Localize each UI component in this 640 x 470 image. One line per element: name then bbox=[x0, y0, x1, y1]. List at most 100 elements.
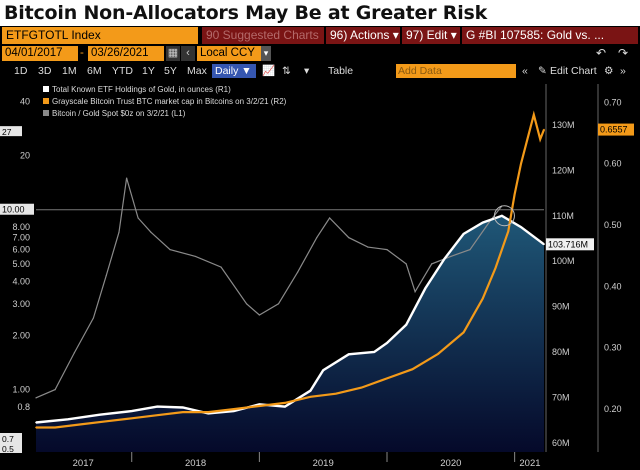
range-max[interactable]: Max bbox=[187, 65, 207, 77]
data-point-grayscale-btc bbox=[130, 417, 133, 420]
data-point-gold-holdings bbox=[520, 226, 522, 228]
data-point-btc-gold-ratio bbox=[297, 271, 299, 273]
data-point-grayscale-btc bbox=[156, 414, 159, 417]
data-point-btc-gold-ratio bbox=[431, 263, 433, 265]
left-axis-tick-label: 2.00 bbox=[12, 330, 30, 340]
left-axis-tick-label: 10.00 bbox=[2, 205, 25, 215]
data-point-gold-holdings bbox=[284, 405, 286, 408]
calendar-icon[interactable]: ▦ bbox=[166, 46, 180, 61]
add-data-input[interactable]: Add Data bbox=[396, 64, 516, 78]
data-point-grayscale-btc bbox=[526, 138, 529, 140]
data-point-btc-gold-ratio bbox=[450, 255, 452, 258]
range-1m[interactable]: 1M bbox=[62, 65, 77, 77]
data-point-gold-holdings bbox=[424, 287, 427, 290]
frequency-select[interactable]: Daily ▼ bbox=[212, 64, 256, 78]
prev-icon[interactable]: ‹ bbox=[181, 46, 195, 61]
data-point-btc-gold-ratio bbox=[246, 303, 248, 305]
left-axis-tick-label: 27 bbox=[2, 127, 12, 137]
gold-area-fill bbox=[36, 215, 544, 452]
data-point-grayscale-btc bbox=[520, 162, 522, 165]
inner-right-axis-tick-label: 90M bbox=[552, 302, 570, 312]
data-point-btc-gold-ratio bbox=[137, 217, 139, 219]
bloomberg-terminal: ETFGTOTL Index 90 Suggested Charts 96) A… bbox=[0, 26, 640, 470]
data-point-grayscale-btc bbox=[207, 411, 210, 413]
data-point-grayscale-btc bbox=[481, 297, 484, 300]
edit-menu[interactable]: 97) Edit ▾ bbox=[402, 27, 460, 44]
data-point-gold-holdings bbox=[386, 342, 388, 344]
date-separator: - bbox=[80, 47, 84, 59]
inner-right-axis-tick-label: 100M bbox=[552, 256, 575, 266]
suggested-charts-button[interactable]: 90 Suggested Charts bbox=[202, 27, 324, 44]
range-1y[interactable]: 1Y bbox=[142, 65, 155, 77]
data-point-btc-gold-ratio bbox=[73, 352, 75, 354]
data-point-grayscale-btc bbox=[411, 368, 414, 371]
line-chart-icon[interactable]: 📈 bbox=[262, 65, 276, 77]
outer-right-axis-tick-label: 0.30 bbox=[604, 343, 622, 353]
x-axis-tick-label: 2021 bbox=[519, 458, 540, 469]
edit-chart-button[interactable]: Edit Chart bbox=[550, 65, 597, 77]
data-point-btc-gold-ratio bbox=[118, 231, 120, 233]
gold-area bbox=[36, 215, 544, 452]
data-point-grayscale-btc bbox=[233, 408, 235, 410]
btc-last-value-box bbox=[598, 123, 634, 136]
chevron-down-icon[interactable]: ▾ bbox=[304, 65, 310, 77]
legend-label: Total Known ETF Holdings of Gold, in oun… bbox=[52, 85, 231, 94]
data-point-grayscale-btc bbox=[54, 426, 56, 429]
collapse-icon[interactable]: » bbox=[620, 65, 626, 77]
data-point-grayscale-btc bbox=[513, 193, 516, 196]
range-6m[interactable]: 6M bbox=[87, 65, 102, 77]
data-point-gold-holdings bbox=[322, 369, 324, 372]
data-point-btc-gold-ratio bbox=[348, 236, 350, 239]
left-axis-tick-label: 0.5 bbox=[2, 444, 14, 454]
data-point-grayscale-btc bbox=[494, 267, 497, 269]
axes: 40 20 10.00 8.007.00 6.00 5.00 4.00 3.00 2.00 1.0… bbox=[0, 84, 634, 469]
start-date-input[interactable]: 04/01/2017 bbox=[2, 46, 78, 61]
range-1d[interactable]: 1D bbox=[14, 65, 28, 77]
inner-right-axis-tick-label: 130M bbox=[552, 120, 575, 130]
ticker-field[interactable]: ETFGTOTL Index bbox=[2, 27, 198, 44]
left-axis-label-box bbox=[0, 203, 34, 215]
data-point-gold-holdings bbox=[443, 258, 446, 260]
data-point-grayscale-btc bbox=[507, 230, 510, 232]
data-point-grayscale-btc bbox=[105, 420, 108, 423]
data-point-btc-gold-ratio bbox=[488, 221, 490, 224]
data-point-grayscale-btc bbox=[386, 377, 388, 380]
data-point-btc-gold-ratio bbox=[35, 397, 37, 399]
data-point-grayscale-btc bbox=[309, 396, 312, 398]
data-point-grayscale-btc bbox=[335, 392, 337, 395]
x-axis-tick-label: 2018 bbox=[185, 458, 206, 469]
graph-title: G #BI 107585: Gold vs. ... bbox=[462, 27, 638, 44]
data-point-gold-holdings bbox=[67, 418, 69, 421]
end-date-input[interactable]: 03/26/2021 bbox=[88, 46, 164, 61]
outer-right-axis-tick-label: 0.70 bbox=[604, 97, 622, 107]
range-3d[interactable]: 3D bbox=[38, 65, 52, 77]
x-axis-tick-label: 2019 bbox=[313, 458, 334, 469]
actions-menu[interactable]: 96) Actions ▾ bbox=[326, 27, 400, 44]
legend-swatch bbox=[43, 86, 49, 92]
chart-canvas: 40 20 10.00 8.007.00 6.00 5.00 4.00 3.00 2.00 1.0… bbox=[0, 84, 634, 469]
inner-right-axis-tick-label: 80M bbox=[552, 347, 570, 357]
data-point-gold-holdings bbox=[258, 403, 261, 406]
left-axis-tick-label: 6.00 bbox=[12, 245, 30, 255]
currency-select[interactable]: Local CCY bbox=[197, 46, 261, 61]
data-point-btc-gold-ratio bbox=[414, 291, 416, 293]
btc-last-value-label: 0.6557 bbox=[600, 125, 628, 135]
outer-right-axis-tick-label: 0.60 bbox=[604, 159, 622, 169]
chevron-down-icon[interactable]: ▾ bbox=[261, 46, 271, 61]
redo-icon[interactable]: ↷ bbox=[618, 46, 629, 60]
range-5y[interactable]: 5Y bbox=[164, 65, 177, 77]
collapse-icon[interactable]: « bbox=[522, 65, 528, 77]
data-point-gold-holdings bbox=[373, 351, 376, 353]
pencil-icon[interactable]: ✎ bbox=[538, 65, 547, 77]
data-point-gold-holdings bbox=[130, 410, 133, 412]
legend: Total Known ETF Holdings of Gold, in oun… bbox=[40, 84, 318, 124]
left-axis-tick-label: 40 bbox=[20, 96, 30, 106]
legend-swatch bbox=[43, 98, 49, 104]
left-axis-tick-label: 5.00 bbox=[12, 259, 30, 269]
legend-label: Grayscale Bitcoin Trust BTC market cap i… bbox=[52, 97, 287, 106]
settings-icon[interactable]: ⇅ bbox=[282, 65, 291, 77]
range-ytd[interactable]: YTD bbox=[112, 65, 133, 77]
table-button[interactable]: Table bbox=[328, 65, 354, 77]
undo-icon[interactable]: ↶ bbox=[596, 46, 607, 60]
gear-icon[interactable]: ⚙ bbox=[604, 65, 614, 77]
